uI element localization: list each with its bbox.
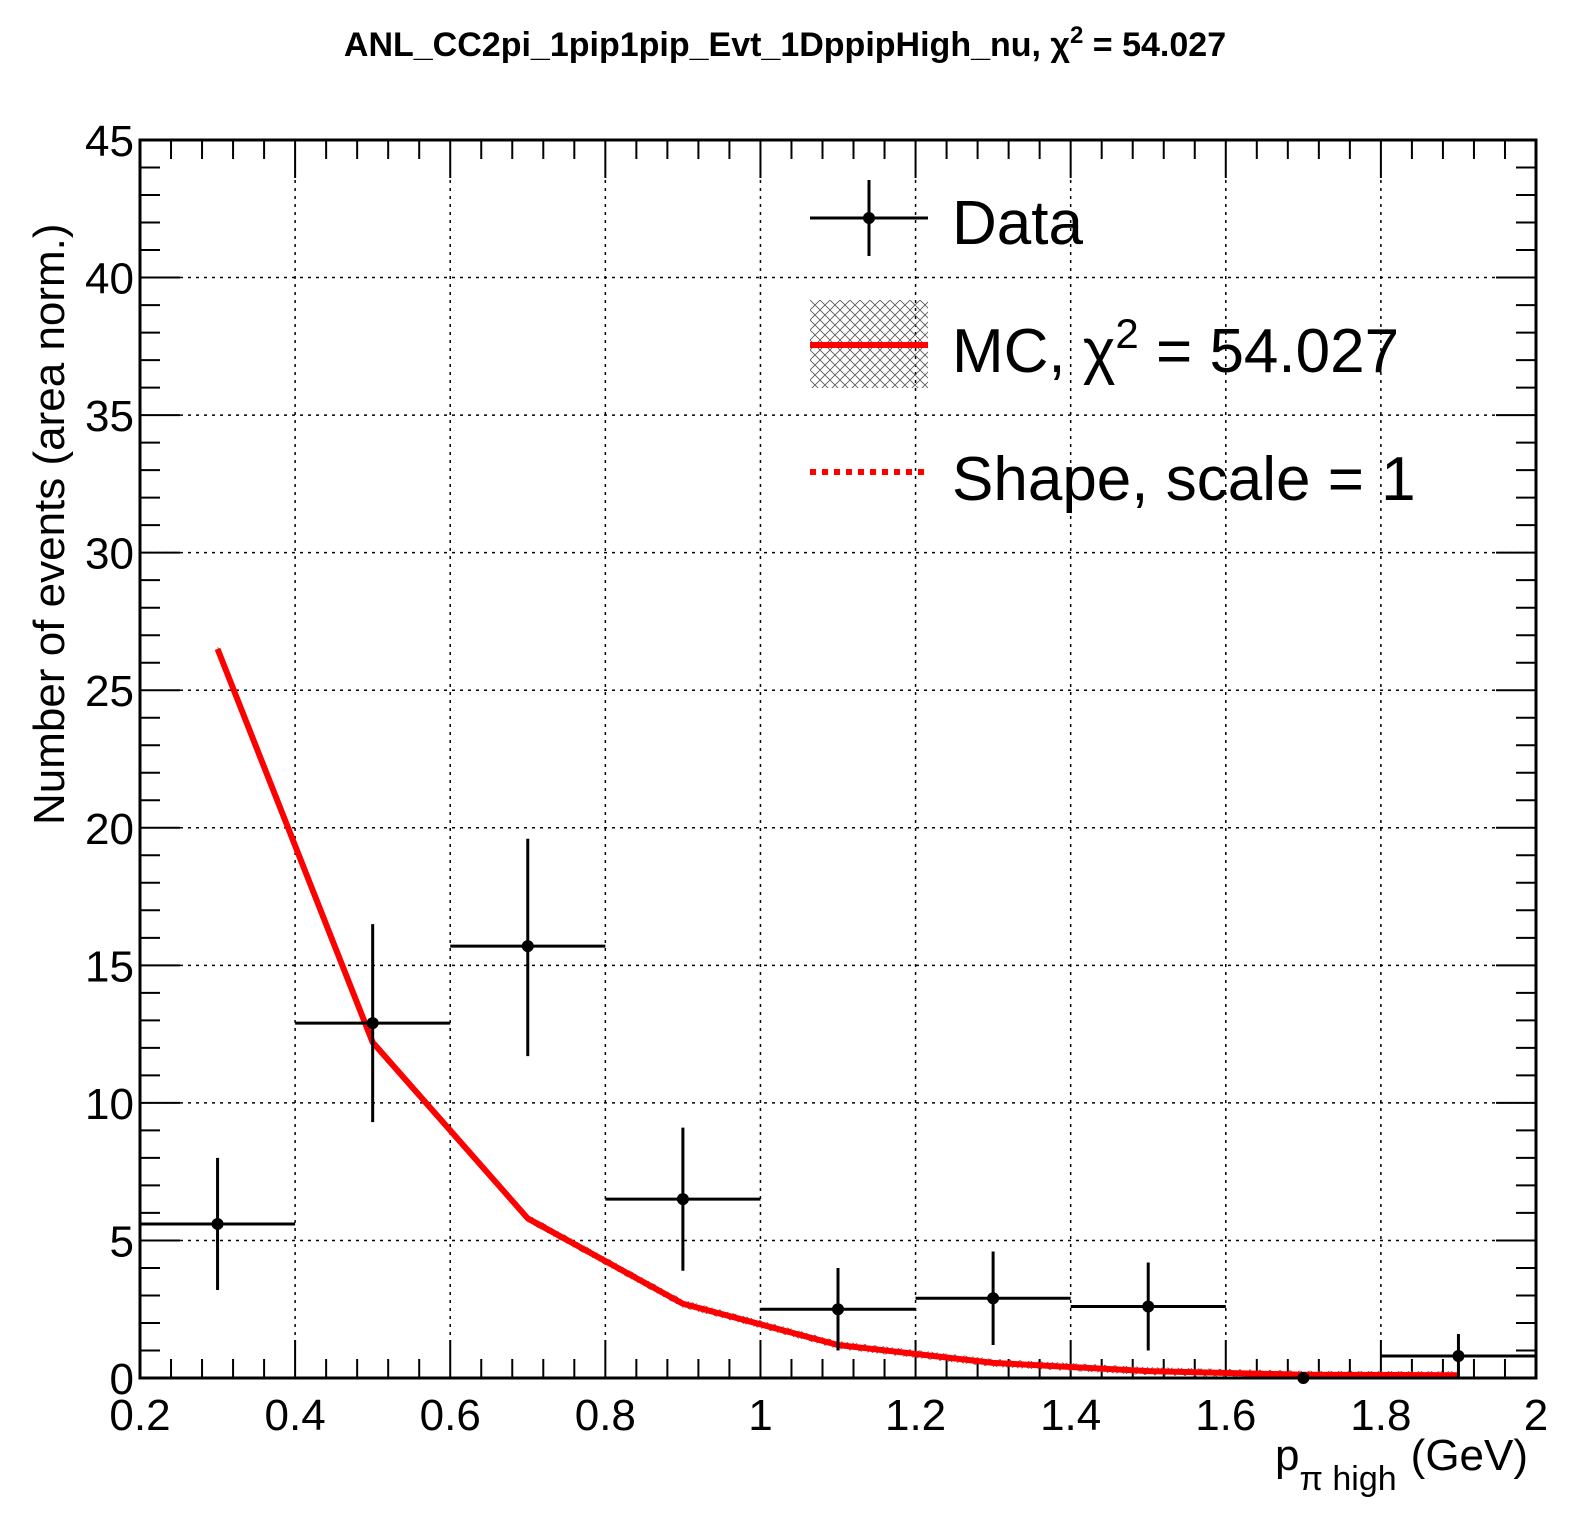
y-tick-label: 45 — [85, 117, 134, 166]
legend-label-mc: MC, χ2 = 54.027 — [952, 310, 1399, 386]
x-tick-label: 0.6 — [420, 1391, 481, 1440]
plot-frame — [138, 138, 1538, 1380]
data-marker — [366, 1017, 379, 1030]
data-marker — [521, 940, 534, 953]
legend: Data MC, χ2 = 54.027 Shape, scale = 1 — [810, 180, 1416, 514]
x-tick-label: 1.4 — [1040, 1391, 1101, 1440]
y-tick-label: 0 — [110, 1355, 134, 1404]
grid — [140, 140, 1536, 1378]
mc-series-line — [214, 647, 1459, 1379]
data-point — [760, 1267, 916, 1351]
x-tick-label: 0.8 — [575, 1391, 636, 1440]
y-axis-title: Number of events (area norm.) — [25, 223, 74, 825]
data-marker — [832, 1303, 844, 1316]
legend-item-shape: Shape, scale = 1 — [810, 445, 1416, 514]
x-tick-label: 1.6 — [1195, 1391, 1256, 1440]
data-point — [915, 1251, 1071, 1345]
data-marker — [1142, 1300, 1155, 1313]
legend-label-data: Data — [952, 189, 1083, 258]
x-tick-label: 1 — [748, 1391, 772, 1440]
legend-label-shape: Shape, scale = 1 — [952, 445, 1416, 514]
data-marker — [1452, 1349, 1465, 1362]
y-tick-label: 10 — [85, 1080, 134, 1129]
y-tick-label: 40 — [85, 255, 134, 304]
data-point — [295, 924, 451, 1123]
data-point — [1380, 1333, 1536, 1378]
x-tick-label: 0.2 — [109, 1391, 170, 1440]
x-tick-label: 0.4 — [265, 1391, 326, 1440]
data-marker — [987, 1292, 1000, 1305]
x-axis-title: pπ high (GeV) — [1275, 1431, 1528, 1498]
plot-series — [140, 644, 1536, 1384]
tick-labels: 0.2 0.4 0.6 0.8 1 1.2 1.4 1.6 1.8 205101520253035… — [85, 117, 1548, 1440]
chart-title: ANL_CC2pi_1pip1pip_Evt_1DppipHigh_nu, χ2… — [344, 22, 1226, 64]
data-marker — [676, 1193, 689, 1206]
x-tick-label: 1.8 — [1350, 1391, 1411, 1440]
legend-item-mc: MC, χ2 = 54.027 — [810, 300, 1399, 388]
data-point — [1070, 1262, 1226, 1351]
data-point — [605, 1127, 761, 1271]
y-tick-label: 20 — [85, 805, 134, 854]
y-tick-label: 25 — [85, 667, 134, 716]
y-tick-label: 15 — [85, 942, 134, 991]
data-point — [140, 1157, 296, 1290]
x-tick-label: 1.2 — [885, 1391, 946, 1440]
data-point — [450, 838, 606, 1057]
data-marker — [211, 1217, 224, 1230]
y-tick-label: 5 — [110, 1217, 134, 1266]
y-tick-label: 35 — [85, 392, 134, 441]
x-tick-label: 2 — [1524, 1391, 1548, 1440]
legend-data-marker — [863, 212, 875, 224]
y-tick-label: 30 — [85, 530, 134, 579]
legend-item-data: Data — [810, 180, 1083, 258]
axis-ticks — [139, 139, 1537, 1379]
